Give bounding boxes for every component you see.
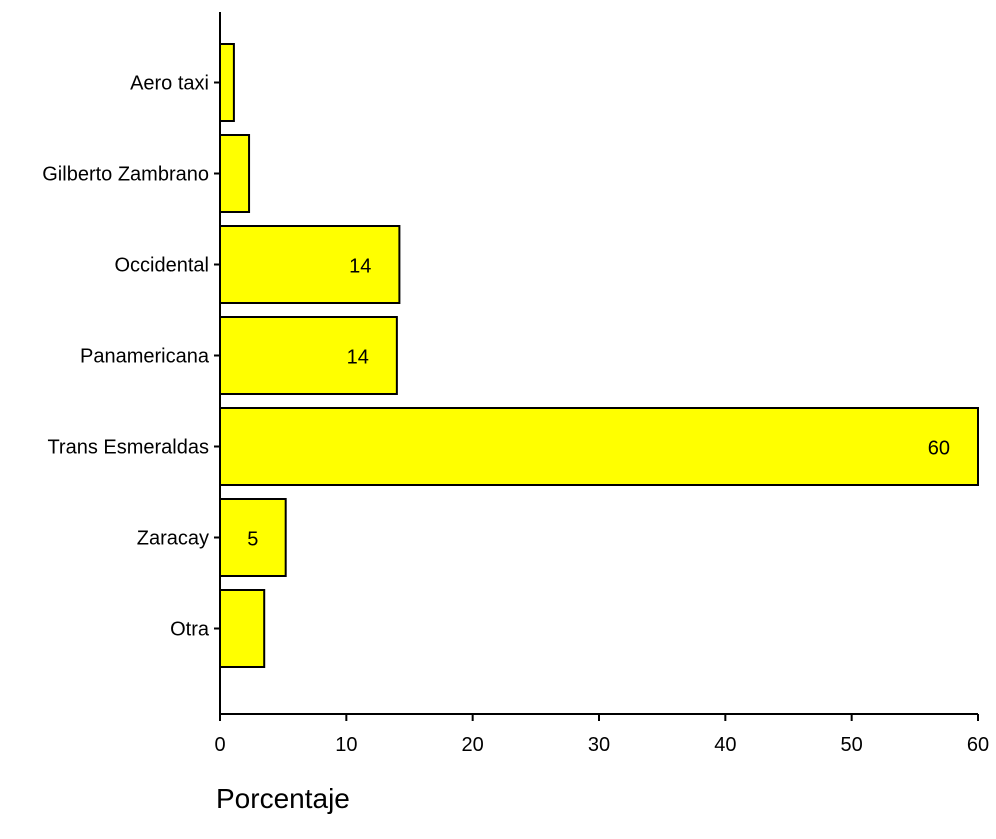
category-label-5: Zaracay: [137, 528, 209, 550]
axes: Aero taxi Gilberto Zambrano Occidental Pana…: [42, 12, 989, 756]
category-label-1: Gilberto Zambrano: [42, 164, 209, 186]
bar-3: [219, 316, 398, 395]
category-label-3: Panamericana: [80, 346, 210, 368]
data-label-4: 60: [928, 438, 950, 460]
bar-2: [219, 225, 401, 304]
bar-6: [219, 589, 266, 668]
category-label-2: Occidental: [115, 255, 210, 277]
category-label-6: Otra: [170, 619, 210, 641]
x-tick-label-2: 20: [462, 734, 484, 756]
x-tick-label-0: 0: [214, 734, 225, 756]
category-label-0: Aero taxi: [130, 73, 209, 95]
data-label-5: 5: [247, 529, 258, 551]
bar-4: [219, 407, 979, 486]
x-tick-label-4: 40: [714, 734, 736, 756]
bar-0: [219, 43, 235, 122]
bars: 14 14 60 5: [219, 43, 979, 668]
data-label-3: 14: [347, 347, 369, 369]
category-label-4: Trans Esmeraldas: [47, 437, 209, 459]
x-tick-label-6: 60: [967, 734, 989, 756]
x-tick-label-5: 50: [841, 734, 863, 756]
data-label-2: 14: [349, 256, 371, 278]
x-axis-title: Porcentaje: [216, 783, 350, 814]
x-tick-label-3: 30: [588, 734, 610, 756]
x-tick-label-1: 10: [335, 734, 357, 756]
bar-1: [219, 134, 251, 213]
